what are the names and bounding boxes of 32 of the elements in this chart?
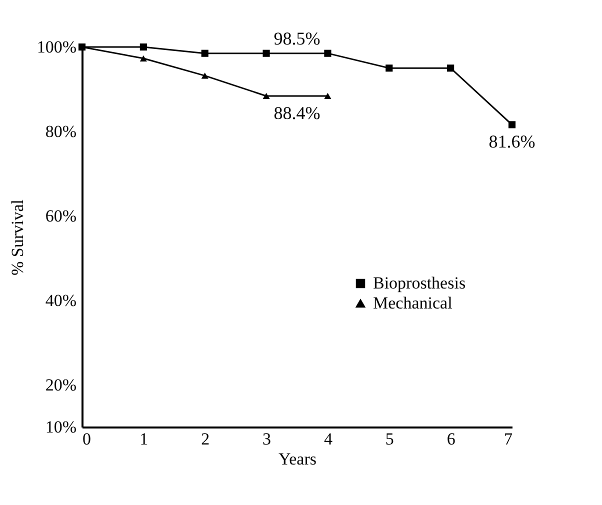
y-tick-label: 80% [45, 122, 76, 141]
x-tick-label: 1 [140, 430, 148, 448]
point [140, 43, 147, 51]
x-tick-label: 6 [446, 430, 456, 448]
legend-label: Bioprosthesis [373, 274, 466, 292]
x-tick-label: 5 [385, 430, 394, 448]
x-tick-label: 7 [504, 430, 513, 448]
y-tick-label: 10% [45, 418, 76, 436]
point [201, 50, 208, 57]
data-label: 81.6% [488, 132, 536, 152]
point [324, 50, 332, 57]
point [262, 92, 270, 100]
point [386, 64, 393, 72]
point [324, 92, 332, 100]
data-label: 88.4% [274, 102, 320, 123]
point [508, 121, 516, 128]
x-tick-label: 2 [201, 430, 210, 448]
x-tick-label: 3 [262, 430, 272, 448]
y-tick-label: 60% [45, 206, 76, 226]
point [140, 55, 147, 62]
legend-label: Mechanical [373, 294, 453, 312]
y-tick-label: 100% [36, 38, 76, 56]
x-axis-title: Years [278, 450, 316, 468]
point [262, 50, 270, 57]
point [447, 64, 454, 72]
y-tick-label: 40% [45, 290, 76, 310]
point [201, 72, 208, 79]
x-tick-label: 4 [324, 430, 333, 448]
data-label: 98.5% [274, 28, 320, 48]
x-tick-label: 0 [82, 430, 91, 448]
y-axis-title: % Survival [8, 199, 27, 276]
y-tick-label: 20% [45, 375, 76, 394]
